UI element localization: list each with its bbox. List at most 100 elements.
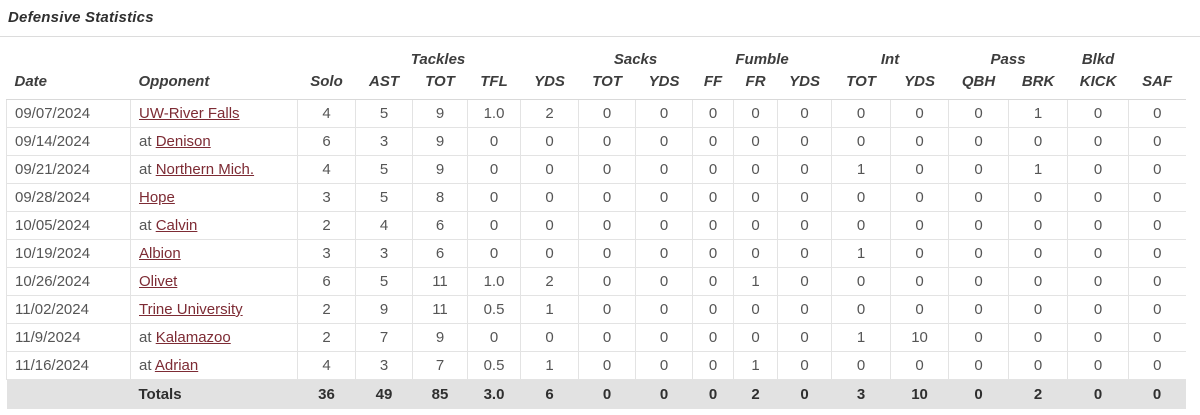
opponent-link[interactable]: Albion — [139, 245, 181, 262]
stat-cell: 0 — [948, 295, 1009, 324]
stat-cell: 0 — [467, 127, 521, 156]
group-header-row: Tackles Sacks Fumble Int Pass Blkd — [7, 46, 1186, 70]
stat-cell: 0 — [948, 351, 1009, 380]
defensive-statistics-table: Tackles Sacks Fumble Int Pass Blkd Date … — [6, 46, 1186, 409]
stat-cell: 0 — [831, 211, 891, 240]
stat-cell: 0 — [733, 155, 778, 184]
stat-cell: 6 — [412, 211, 468, 240]
stat-cell: 3 — [355, 351, 413, 380]
stat-cell: 0 — [519, 239, 579, 268]
opponent-link[interactable]: Kalamazoo — [155, 329, 231, 346]
stat-cell: 1 — [1008, 99, 1068, 128]
stat-cell: 0 — [692, 239, 734, 268]
stat-cell: 0 — [1008, 239, 1068, 268]
totals-stat-cell: 0 — [1067, 379, 1129, 409]
table-row: 09/21/2024 at Northern Mich. 4 5 9 0 0 0 0 0 0 0 1 0 0… — [6, 155, 1186, 184]
opponent-link[interactable]: Hope — [139, 189, 175, 206]
date-cell: 11/9/2024 — [6, 323, 131, 352]
opponent-link[interactable]: UW-River Falls — [139, 105, 240, 122]
stat-cell: 0 — [1067, 211, 1129, 240]
stat-cell: 0.5 — [467, 295, 521, 324]
column-header-fumble-yds: YDS — [777, 70, 832, 100]
stat-cell: 0 — [635, 127, 693, 156]
stat-cell: 0 — [635, 183, 693, 212]
totals-label: Totals — [130, 379, 298, 409]
stat-cell: 11 — [412, 267, 468, 296]
opponent-link[interactable]: Denison — [155, 133, 211, 150]
column-header-sacks-tot: TOT — [578, 70, 636, 100]
stat-cell: 1 — [519, 295, 579, 324]
stat-cell: 0 — [519, 323, 579, 352]
stat-cell: 0 — [948, 211, 1009, 240]
stat-cell: 0 — [1067, 295, 1129, 324]
stat-cell: 0 — [578, 239, 636, 268]
opponent-link[interactable]: Trine University — [139, 301, 243, 318]
stat-cell: 6 — [297, 127, 356, 156]
stat-cell: 0 — [1067, 99, 1129, 128]
stat-cell: 3 — [297, 183, 356, 212]
stat-cell: 8 — [412, 183, 468, 212]
stat-cell: 4 — [355, 211, 413, 240]
stat-cell: 0 — [692, 267, 734, 296]
column-header-sacks-yds: YDS — [635, 70, 693, 100]
opponent-cell: Olivet — [130, 267, 298, 296]
stat-cell: 0 — [1008, 183, 1068, 212]
stat-cell: 0 — [1128, 295, 1186, 324]
opponent-cell: at Adrian — [130, 351, 298, 380]
stat-cell: 0 — [890, 127, 949, 156]
stat-cell: 0 — [733, 239, 778, 268]
stat-cell: 0 — [578, 183, 636, 212]
stat-cell: 0 — [1067, 127, 1129, 156]
stat-cell: 0 — [692, 211, 734, 240]
opponent-cell: Trine University — [130, 295, 298, 324]
opponent-link[interactable]: Northern Mich. — [155, 161, 255, 178]
stat-cell: 0 — [890, 183, 949, 212]
group-header-int: Int — [880, 51, 900, 68]
group-header-spacer — [7, 46, 298, 70]
opponent-cell: Albion — [130, 239, 298, 268]
totals-spacer — [6, 379, 131, 409]
group-header-end-spacer — [1129, 46, 1186, 70]
stat-cell: 0 — [831, 183, 891, 212]
stat-cell: 0 — [1128, 127, 1186, 156]
date-cell: 09/21/2024 — [6, 155, 131, 184]
stat-cell: 0 — [635, 211, 693, 240]
date-cell: 09/28/2024 — [6, 183, 131, 212]
opponent-cell: at Denison — [130, 127, 298, 156]
table-header: Tackles Sacks Fumble Int Pass Blkd Date … — [6, 46, 1186, 100]
group-header-fumble: Fumble — [735, 51, 789, 68]
stat-cell: 9 — [412, 127, 468, 156]
stat-cell: 10 — [890, 323, 949, 352]
stat-cell: 0 — [890, 239, 949, 268]
stat-cell: 0 — [733, 183, 778, 212]
stat-cell: 0 — [692, 295, 734, 324]
stat-cell: 0 — [578, 351, 636, 380]
stat-cell: 0 — [1128, 267, 1186, 296]
opponent-link[interactable]: Calvin — [155, 217, 198, 234]
column-header-int-yds: YDS — [890, 70, 949, 100]
totals-stat-cell: 85 — [412, 379, 468, 409]
column-header-fr: FR — [733, 70, 778, 100]
opponent-link[interactable]: Olivet — [139, 273, 178, 290]
stat-cell: 1 — [831, 323, 891, 352]
stat-cell: 0 — [519, 127, 579, 156]
stat-cell: 6 — [297, 267, 356, 296]
stat-cell: 4 — [297, 99, 356, 128]
column-header-qbh: QBH — [948, 70, 1009, 100]
stat-cell: 0 — [831, 99, 891, 128]
stat-cell: 0 — [692, 155, 734, 184]
stat-cell: 0 — [635, 351, 693, 380]
stat-cell: 2 — [519, 267, 579, 296]
stat-cell: 0 — [635, 267, 693, 296]
column-header-opponent: Opponent — [130, 70, 298, 100]
stat-cell: 0 — [578, 127, 636, 156]
date-cell: 10/26/2024 — [6, 267, 131, 296]
stat-cell: 0 — [890, 351, 949, 380]
stat-cell: 7 — [355, 323, 413, 352]
stat-cell: 0 — [948, 155, 1009, 184]
stat-cell: 0 — [777, 127, 832, 156]
totals-stat-cell: 0 — [777, 379, 832, 409]
stat-cell: 0 — [692, 351, 734, 380]
opponent-link[interactable]: Adrian — [154, 357, 199, 374]
stat-cell: 0 — [948, 323, 1009, 352]
